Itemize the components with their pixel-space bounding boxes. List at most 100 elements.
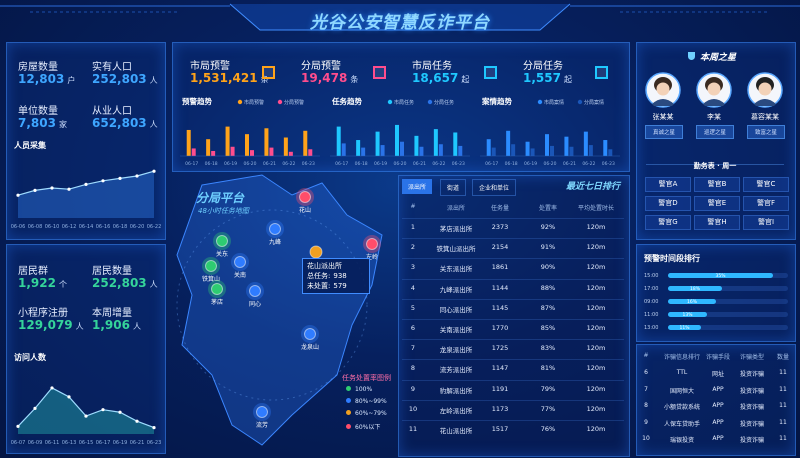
stat-value: 1,557 起 bbox=[523, 71, 572, 85]
row-divider bbox=[402, 359, 624, 361]
table-cell: 左岭派出所 bbox=[439, 406, 473, 415]
tab[interactable]: 派出所 bbox=[402, 179, 433, 194]
stat-label: 市局任务 bbox=[412, 61, 452, 72]
map-title: 分局平台 bbox=[196, 191, 245, 205]
table-cell: 120m bbox=[586, 303, 606, 312]
chart-title: 案情趋势 bbox=[481, 96, 512, 106]
map-node-label: 龙泉山 bbox=[301, 343, 319, 351]
x-tick-label: 06-17 bbox=[485, 161, 498, 167]
x-tick-label: 06-21 bbox=[413, 161, 426, 167]
bar bbox=[550, 145, 554, 156]
table-cell: 88% bbox=[540, 283, 556, 292]
stat-value: 19,478 条 bbox=[301, 71, 358, 85]
x-tick-label: 06-17 bbox=[335, 161, 348, 167]
bar bbox=[269, 147, 274, 156]
stat-unit: 人 bbox=[75, 322, 84, 331]
x-tick-label: 06-19 bbox=[113, 440, 128, 446]
bar bbox=[356, 140, 361, 156]
table-cell: 1 bbox=[410, 223, 416, 231]
table-cell: 2 bbox=[410, 243, 416, 252]
table-cell: 流芳派出所 bbox=[439, 366, 473, 375]
popup-value: 938 bbox=[333, 272, 347, 280]
point bbox=[50, 386, 54, 390]
bar bbox=[419, 146, 424, 156]
stat-number: 129,079 bbox=[18, 318, 73, 332]
legend-swatch bbox=[346, 410, 351, 415]
stat-icon bbox=[262, 66, 275, 79]
table-cell: 瑞银投资 bbox=[669, 437, 694, 444]
bar bbox=[400, 141, 404, 156]
tab[interactable]: 街道 bbox=[440, 179, 467, 196]
table-cell: 10 bbox=[642, 435, 650, 442]
table-cell: 国网恒大 bbox=[669, 387, 694, 395]
x-tick-label: 06-16 bbox=[96, 224, 111, 230]
x-tick-label: 06-20 bbox=[130, 224, 145, 230]
map-node-label: 茅店 bbox=[211, 298, 223, 306]
person-badge: 真诚之星 bbox=[645, 125, 683, 139]
table-cell: 79% bbox=[540, 384, 556, 393]
stat-icon bbox=[373, 66, 386, 79]
stat-value: 129,079 人 bbox=[18, 318, 84, 332]
column-header: 诈骗信息排行 bbox=[663, 354, 700, 361]
chart-title: 访问人数 bbox=[14, 353, 46, 362]
panel bbox=[398, 175, 630, 457]
table-cell: 9 bbox=[644, 418, 648, 426]
point bbox=[33, 188, 37, 192]
table-cell: APP bbox=[712, 418, 724, 426]
bar-chart: 任务趋势 市局任务 分局任务 06-17 06-18 06-19 06-20 06-21 06-… bbox=[330, 96, 470, 167]
point bbox=[67, 395, 71, 399]
row-divider bbox=[402, 339, 624, 341]
value-label: 35% bbox=[715, 273, 726, 279]
table-cell: 1145 bbox=[491, 303, 509, 312]
table-cell: 5 bbox=[410, 303, 416, 312]
column-header: 任务量 bbox=[490, 205, 509, 212]
table-cell: 10 bbox=[408, 404, 418, 413]
popup-line: 未处置: 579 bbox=[307, 281, 365, 291]
x-tick-label: 06-11 bbox=[45, 440, 60, 446]
bar bbox=[588, 145, 593, 156]
column-header: 诈骗手段 bbox=[705, 354, 730, 361]
stat-unit: 条 bbox=[260, 75, 269, 84]
x-tick-label: 06-20 bbox=[543, 161, 556, 167]
map-node-label: 流芳 bbox=[256, 421, 268, 429]
table-cell: 1861 bbox=[491, 263, 509, 272]
table-cell: 豹解派出所 bbox=[439, 386, 473, 395]
table-cell: 6 bbox=[644, 369, 648, 376]
table-cell: 8 bbox=[644, 402, 648, 409]
legend-swatch bbox=[346, 424, 351, 429]
bar bbox=[250, 150, 254, 156]
column-header: # bbox=[410, 203, 416, 210]
popup-line: 总任务: 938 bbox=[307, 271, 365, 281]
avatar-face bbox=[707, 82, 721, 96]
bar bbox=[375, 131, 380, 156]
table-cell: 1191 bbox=[491, 384, 509, 393]
table-cell: 81% bbox=[540, 364, 556, 373]
table-cell: 1725 bbox=[491, 344, 509, 353]
table-cell: 网址 bbox=[711, 371, 724, 378]
bar bbox=[288, 151, 293, 156]
bar bbox=[668, 286, 722, 291]
stat-number: 252,803 bbox=[92, 276, 147, 290]
avatar-face bbox=[758, 82, 772, 96]
legend-label: 100% bbox=[355, 386, 373, 393]
table-cell: APP bbox=[712, 435, 724, 442]
x-tick-label: 06-22 bbox=[147, 224, 162, 230]
map-node-label: 花山 bbox=[299, 206, 311, 214]
stat-unit: 家 bbox=[58, 120, 67, 129]
x-tick-label: 06-17 bbox=[96, 440, 111, 446]
table-cell: 120m bbox=[586, 404, 606, 413]
duty-cell: 警官H bbox=[694, 215, 740, 230]
stat-value: 252,803 人 bbox=[92, 276, 158, 290]
stat-value: 652,803 人 bbox=[92, 116, 158, 130]
map-subtitle: 48小时任务地图 bbox=[198, 207, 249, 215]
bar bbox=[564, 136, 569, 156]
row-divider bbox=[402, 278, 624, 280]
map-node bbox=[234, 256, 246, 268]
legend-label: 市局任务 bbox=[394, 99, 414, 106]
x-tick-label: 06-21 bbox=[563, 161, 576, 167]
bar bbox=[603, 140, 608, 156]
table-cell: 投资诈骗 bbox=[739, 387, 764, 395]
x-tick-label: 06-12 bbox=[62, 224, 77, 230]
tab[interactable]: 企业和单位 bbox=[472, 179, 517, 196]
area-fill bbox=[18, 387, 154, 434]
